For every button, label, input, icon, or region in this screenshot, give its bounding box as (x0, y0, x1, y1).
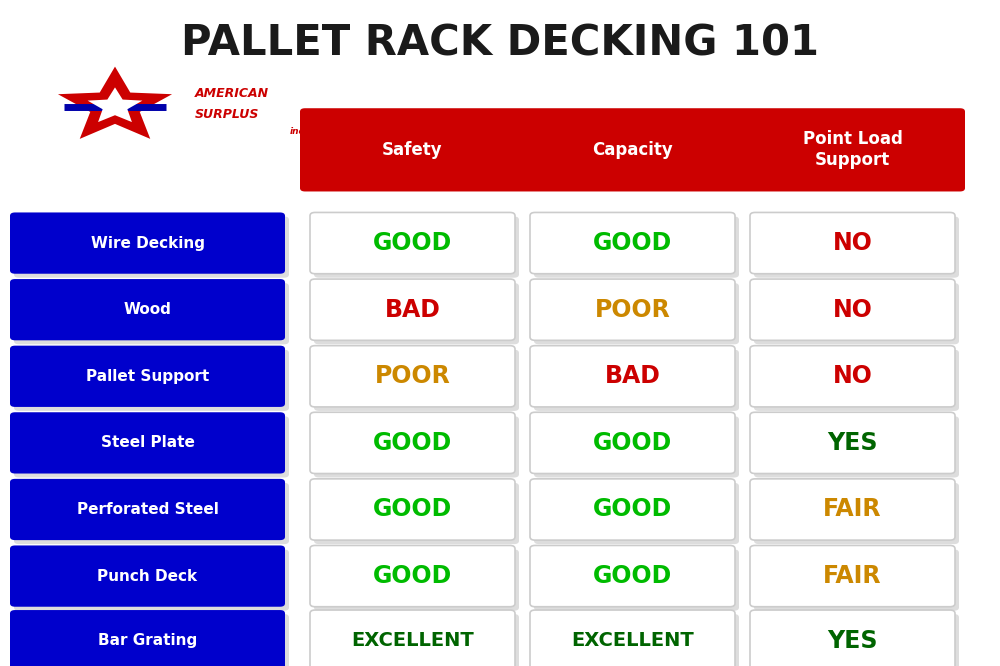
FancyBboxPatch shape (14, 614, 289, 666)
Text: NO: NO (833, 231, 872, 255)
FancyBboxPatch shape (314, 350, 519, 411)
Text: EXCELLENT: EXCELLENT (571, 631, 694, 650)
FancyBboxPatch shape (310, 610, 515, 666)
Text: Steel Plate: Steel Plate (101, 436, 194, 450)
Text: EXCELLENT: EXCELLENT (351, 631, 474, 650)
FancyBboxPatch shape (10, 212, 285, 274)
FancyBboxPatch shape (754, 216, 959, 278)
Text: Wire Decking: Wire Decking (91, 236, 205, 250)
Text: FAIR: FAIR (823, 564, 882, 588)
Text: YES: YES (827, 431, 878, 455)
FancyBboxPatch shape (750, 212, 955, 274)
Text: NO: NO (833, 298, 872, 322)
FancyBboxPatch shape (534, 549, 739, 611)
FancyBboxPatch shape (754, 483, 959, 544)
FancyBboxPatch shape (310, 346, 515, 407)
Text: SURPLUS: SURPLUS (195, 108, 259, 121)
Text: AMERICAN: AMERICAN (195, 87, 269, 100)
FancyBboxPatch shape (754, 350, 959, 411)
Text: GOOD: GOOD (593, 564, 672, 588)
Text: NO: NO (833, 364, 872, 388)
Text: PALLET RACK DECKING 101: PALLET RACK DECKING 101 (181, 22, 819, 65)
Text: GOOD: GOOD (373, 498, 452, 521)
Text: BAD: BAD (385, 298, 440, 322)
Text: inc.: inc. (290, 127, 308, 136)
Text: Perforated Steel: Perforated Steel (77, 502, 218, 517)
FancyBboxPatch shape (10, 412, 285, 474)
FancyBboxPatch shape (300, 109, 965, 192)
FancyBboxPatch shape (530, 479, 735, 540)
FancyBboxPatch shape (534, 350, 739, 411)
FancyBboxPatch shape (534, 283, 739, 344)
Polygon shape (58, 67, 172, 139)
FancyBboxPatch shape (14, 483, 289, 544)
FancyBboxPatch shape (754, 549, 959, 611)
FancyBboxPatch shape (750, 346, 955, 407)
Text: GOOD: GOOD (593, 431, 672, 455)
FancyBboxPatch shape (750, 545, 955, 607)
FancyBboxPatch shape (310, 545, 515, 607)
FancyBboxPatch shape (314, 549, 519, 611)
FancyBboxPatch shape (530, 212, 735, 274)
FancyBboxPatch shape (534, 483, 739, 544)
FancyBboxPatch shape (310, 279, 515, 340)
FancyBboxPatch shape (754, 416, 959, 478)
FancyBboxPatch shape (750, 479, 955, 540)
FancyBboxPatch shape (10, 479, 285, 540)
FancyBboxPatch shape (754, 283, 959, 344)
FancyBboxPatch shape (750, 279, 955, 340)
Text: Punch Deck: Punch Deck (97, 569, 198, 583)
FancyBboxPatch shape (10, 346, 285, 407)
FancyBboxPatch shape (10, 279, 285, 340)
Text: GOOD: GOOD (593, 498, 672, 521)
Text: POOR: POOR (595, 298, 670, 322)
FancyBboxPatch shape (310, 212, 515, 274)
Text: GOOD: GOOD (593, 231, 672, 255)
Text: YES: YES (827, 629, 878, 653)
Text: Safety: Safety (382, 141, 443, 159)
FancyBboxPatch shape (14, 549, 289, 611)
FancyBboxPatch shape (750, 412, 955, 474)
FancyBboxPatch shape (10, 610, 285, 666)
Text: POOR: POOR (375, 364, 450, 388)
FancyBboxPatch shape (314, 283, 519, 344)
FancyBboxPatch shape (530, 412, 735, 474)
Text: Wood: Wood (124, 302, 171, 317)
FancyBboxPatch shape (14, 416, 289, 478)
FancyBboxPatch shape (530, 610, 735, 666)
FancyBboxPatch shape (530, 545, 735, 607)
Text: BAD: BAD (605, 364, 660, 388)
Text: GOOD: GOOD (373, 231, 452, 255)
Text: Point Load
Support: Point Load Support (803, 131, 902, 169)
FancyBboxPatch shape (14, 283, 289, 344)
FancyBboxPatch shape (314, 614, 519, 666)
Text: FAIR: FAIR (823, 498, 882, 521)
FancyBboxPatch shape (314, 216, 519, 278)
FancyBboxPatch shape (750, 610, 955, 666)
FancyBboxPatch shape (530, 279, 735, 340)
Text: GOOD: GOOD (373, 564, 452, 588)
FancyBboxPatch shape (534, 614, 739, 666)
FancyBboxPatch shape (310, 479, 515, 540)
FancyBboxPatch shape (310, 412, 515, 474)
Text: Pallet Support: Pallet Support (86, 369, 209, 384)
Text: GOOD: GOOD (373, 431, 452, 455)
Polygon shape (88, 87, 142, 122)
Text: Capacity: Capacity (592, 141, 673, 159)
FancyBboxPatch shape (14, 216, 289, 278)
FancyBboxPatch shape (10, 545, 285, 607)
FancyBboxPatch shape (530, 346, 735, 407)
FancyBboxPatch shape (754, 614, 959, 666)
FancyBboxPatch shape (534, 416, 739, 478)
FancyBboxPatch shape (534, 216, 739, 278)
FancyBboxPatch shape (314, 483, 519, 544)
FancyBboxPatch shape (14, 350, 289, 411)
FancyBboxPatch shape (314, 416, 519, 478)
Text: Bar Grating: Bar Grating (98, 633, 197, 648)
